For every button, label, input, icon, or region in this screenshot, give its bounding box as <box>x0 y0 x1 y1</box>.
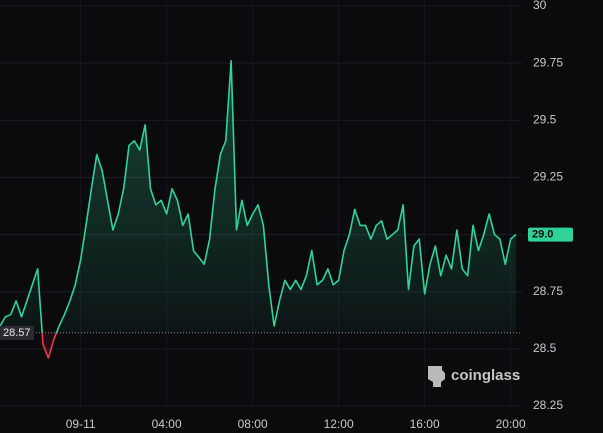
y-tick-label: 30 <box>533 0 547 12</box>
watermark: coinglass <box>428 366 520 387</box>
y-tick-label: 29.25 <box>533 170 563 184</box>
price-line <box>0 60 517 359</box>
y-tick-label: 28.75 <box>533 284 563 298</box>
price-tag-label: 29.0 <box>532 228 553 240</box>
y-tick-label: 29.75 <box>533 55 563 69</box>
x-tick-label: 04:00 <box>152 417 182 431</box>
watermark-logo <box>428 366 445 387</box>
y-tick-label: 29.5 <box>533 112 557 126</box>
watermark-text: coinglass <box>451 367 520 384</box>
x-tick-label: 09-11 <box>66 417 96 431</box>
x-tick-label: 12:00 <box>324 417 354 431</box>
y-tick-label: 28.5 <box>533 341 557 355</box>
x-tick-label: 16:00 <box>410 417 440 431</box>
area <box>0 60 516 359</box>
y-tick-label: 28.25 <box>533 398 563 412</box>
price-tag-box <box>528 227 573 242</box>
x-tick-label: 08:00 <box>238 417 268 431</box>
baseline-label: 28.57 <box>3 327 31 339</box>
baseline-label-box <box>0 325 34 340</box>
x-tick-label: 20:00 <box>496 417 526 431</box>
